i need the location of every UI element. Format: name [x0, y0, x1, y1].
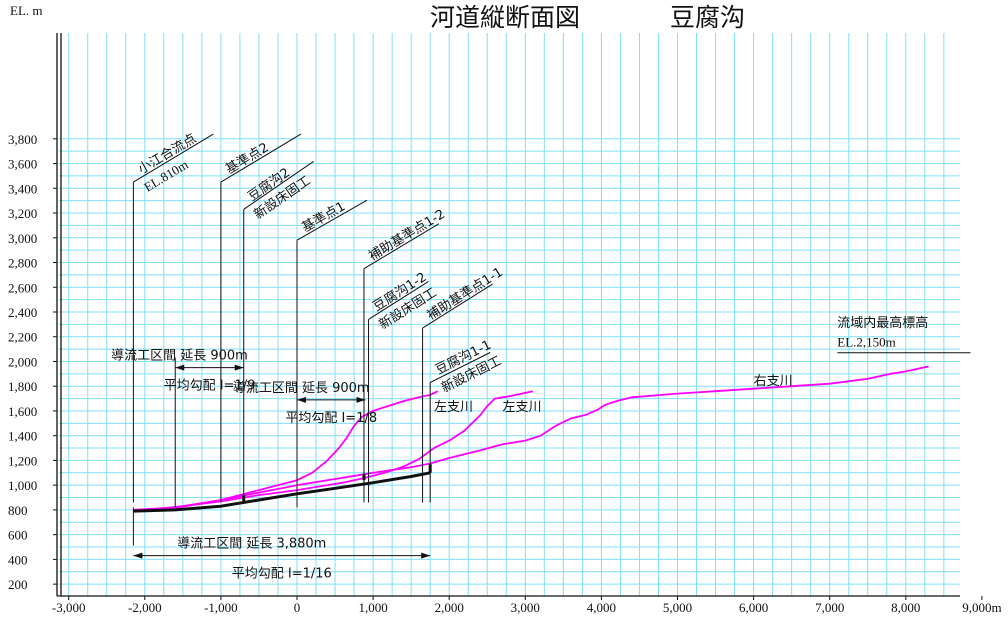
x-tick-label: 0 — [294, 600, 301, 615]
x-tick-label: 2,000 — [435, 600, 464, 615]
y-tick-label: 1,000 — [8, 478, 37, 493]
y-tick-label: 2,000 — [8, 354, 37, 369]
x-tick-label: -2,000 — [128, 600, 162, 615]
x-tick-label: 9,000m — [962, 600, 1001, 615]
annotation-slant — [220, 133, 302, 183]
span-arrow-right — [234, 364, 244, 371]
x-tick-label: -1,000 — [204, 600, 238, 615]
x-tick-label: 4,000 — [587, 600, 616, 615]
annotation-slant — [363, 223, 440, 270]
chart-text-label: 右支川 — [754, 374, 793, 389]
series-line-2 — [133, 390, 439, 511]
annotation-slant — [368, 280, 429, 320]
chart-title: 河道縦断面図 — [430, 3, 580, 32]
span-arrow-right — [421, 552, 431, 559]
y-tick-label: 2,600 — [8, 280, 37, 295]
y-tick-label: 600 — [8, 528, 28, 543]
chart-text-label: 左支川 — [502, 400, 541, 415]
y-tick-label: 3,000 — [8, 231, 37, 246]
y-tick-label: 1,800 — [8, 379, 37, 394]
x-tick-label: -3,000 — [52, 600, 86, 615]
series-line-0 — [133, 365, 929, 511]
span-slope-label: 平均勾配 I=1/8 — [285, 411, 377, 426]
span-length-label: 導流工区間 延長 3,880m — [177, 537, 326, 552]
y-tick-label: 3,800 — [8, 132, 37, 147]
x-tick-label: 7,000 — [815, 600, 844, 615]
chart-subtitle: 豆腐沟 — [670, 3, 745, 32]
x-tick-label: 5,000 — [663, 600, 692, 615]
y-tick-label: 1,200 — [8, 453, 37, 468]
y-tick-label: 2,400 — [8, 305, 37, 320]
span-length-label: 導流工区間 延長 900m — [233, 381, 370, 396]
axes: 200 400 600 800 1,000 1,200 1,400 1,600 1,800 2,0… — [8, 33, 1002, 615]
y-tick-label: 1,400 — [8, 429, 37, 444]
y-tick-label: 3,400 — [8, 181, 37, 196]
annotation-slant — [133, 133, 214, 183]
y-tick-label: 200 — [8, 577, 28, 592]
y-tick-label: 2,200 — [8, 330, 37, 345]
y-tick-label: 800 — [8, 503, 28, 518]
span-slope-label: 平均勾配 I=1/16 — [232, 567, 332, 582]
y-axis-label: EL. m — [10, 3, 43, 18]
annotation-slant — [243, 160, 315, 210]
annotation-slant — [422, 283, 493, 329]
chart-text-label: 流域内最高標高 — [837, 315, 928, 331]
annotation-slant — [429, 352, 491, 383]
span-arrow-left — [133, 552, 143, 559]
x-tick-label: 8,000 — [891, 600, 920, 615]
chart-text-label: EL.2,150m — [837, 335, 896, 350]
span-arrow-right — [356, 396, 366, 403]
span-slope-label: 平均勾配 I=1/9 — [164, 379, 256, 394]
annotation-slant — [296, 199, 368, 241]
y-tick-label: 400 — [8, 552, 28, 567]
chart-text-label: 左支川 — [434, 400, 473, 415]
span-arrow-left — [297, 396, 306, 403]
span-length-label: 導流工区間 延長 900m — [111, 349, 248, 364]
y-tick-label: 3,600 — [8, 157, 37, 172]
x-tick-label: 6,000 — [739, 600, 768, 615]
y-tick-label: 3,200 — [8, 206, 37, 221]
y-tick-label: 1,600 — [8, 404, 37, 419]
x-tick-label: 3,000 — [511, 600, 540, 615]
span-arrow-left — [175, 364, 185, 371]
x-tick-label: 1,000 — [358, 600, 387, 615]
y-tick-label: 2,800 — [8, 256, 37, 271]
series-line-1 — [133, 390, 534, 511]
